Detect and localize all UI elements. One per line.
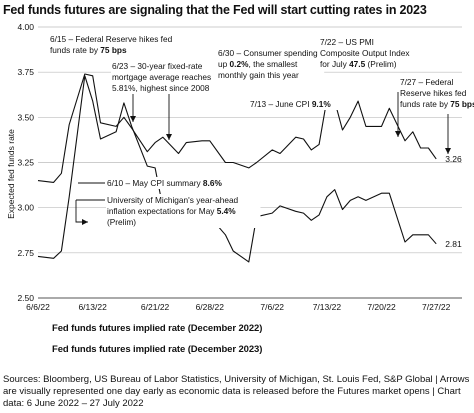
- annotation-background: [106, 194, 261, 228]
- x-tick-label: 7/13/22: [313, 302, 342, 312]
- annotation-text-run: 75 bps: [450, 99, 474, 109]
- source-line-2: are visually represented one day early a…: [3, 386, 461, 397]
- annotation-text-line: 6/23 – 30-year fixed-rate: [112, 61, 203, 71]
- annotation-text-run: Reserve hikes fed: [400, 88, 467, 98]
- annotation-background: [106, 177, 227, 189]
- annotation-arrowhead: [166, 134, 172, 140]
- x-tick-label: 6/6/22: [26, 302, 50, 312]
- legend-item-dec-2023: Fed funds futures implied rate (December…: [52, 344, 263, 355]
- annotation-arrowhead: [82, 219, 88, 225]
- series-layer: [37, 73, 437, 263]
- grid-layer: 2.50 2.75 3.00 3.25 3.50 3.75 4.00 6/6/22 6/13/2…: [17, 22, 462, 312]
- annotation-text-run: 8.6%: [203, 178, 223, 188]
- annotation-text-run: 5.4%: [217, 206, 237, 216]
- x-tick-label: 7/6/22: [260, 302, 284, 312]
- annotation-text-line: 5.81%, highest since 2008: [112, 83, 210, 93]
- annotation-arrowhead: [395, 131, 401, 137]
- annotation-text-run: (Prelim): [365, 59, 397, 69]
- annotation-text-line: Composite Output Index: [320, 48, 410, 58]
- annotation-text-run: funds rate by: [400, 99, 450, 109]
- annotation-text-run: 47.5: [349, 59, 366, 69]
- annotation-2022-06-24: University of Michigan's year-aheadinfla…: [106, 194, 261, 228]
- annotation-text-run: 5.81%, highest since 2008: [112, 83, 210, 93]
- annotation-text-run: , the smallest: [248, 59, 298, 69]
- annotation-text-line: (Prelim): [107, 217, 136, 227]
- annotation-text-run: 6/10 – May CPI summary: [107, 178, 203, 188]
- annotation-text-line: monthly gain this year: [218, 70, 299, 80]
- y-tick-label: 3.50: [17, 112, 34, 122]
- annotation-text-run: 6/23 – 30-year fixed-rate: [112, 61, 203, 71]
- annotation-text-run: up: [218, 59, 230, 69]
- series-end-label-2: 2.81: [445, 239, 462, 249]
- annotation-background: [111, 60, 223, 94]
- annotation-arrowhead: [130, 116, 136, 122]
- y-tick-label: 3.00: [17, 203, 34, 213]
- source-line-1: Sources: Bloomberg, US Bureau of Labor S…: [3, 374, 470, 385]
- annotation-text-line: 7/22 – US PMI: [320, 37, 374, 47]
- x-tick-label: 6/21/22: [141, 302, 170, 312]
- annotation-2022-06-10: 6/10 – May CPI summary 8.6%: [106, 177, 227, 189]
- chart-title: Fed funds futures are signaling that the…: [3, 3, 427, 17]
- x-tick-label: 7/27/22: [422, 302, 451, 312]
- annotation-text-run: 7/22 – US PMI: [320, 37, 374, 47]
- annotation-text-run: inflation expectations for May: [107, 206, 217, 216]
- annotation-text-run: funds rate by: [50, 45, 100, 55]
- annotation-text-line: 6/10 – May CPI summary 8.6%: [107, 178, 222, 188]
- line-chart: 2.50 2.75 3.00 3.25 3.50 3.75 4.00 6/6/22 6/13/2…: [6, 22, 474, 312]
- annotation-text-run: 9.1%: [312, 99, 332, 109]
- annotation-text-line: funds rate by 75 bps: [400, 99, 474, 109]
- y-tick-label: 2.50: [17, 293, 34, 303]
- annotation-text-line: 7/27 – Federal: [400, 77, 454, 87]
- annotation-text-run: for July: [320, 59, 349, 69]
- y-tick-label: 3.25: [17, 158, 34, 168]
- annotation-text-line: Reserve hikes fed: [400, 88, 467, 98]
- annotation-text-run: (Prelim): [107, 217, 136, 227]
- source-line-3: data: 6 June 2022 – 27 July 2022: [3, 398, 144, 409]
- annotation-background: [249, 98, 339, 110]
- annotation-connector: [75, 200, 88, 223]
- annotation-text-line: University of Michigan's year-ahead: [107, 195, 239, 205]
- annotation-text-run: 6/15 – Federal Reserve hikes fed: [50, 34, 173, 44]
- annotation-text-run: mortgage average reaches: [112, 72, 211, 82]
- annotation-text-line: up 0.2%, the smallest: [218, 59, 298, 69]
- annotation-text-line: inflation expectations for May 5.4%: [107, 206, 236, 216]
- x-tick-label: 6/28/22: [196, 302, 225, 312]
- annotation-text-line: for July 47.5 (Prelim): [320, 59, 397, 69]
- annotation-text-run: 6/30 – Consumer spending: [218, 48, 318, 58]
- x-tick-label: 6/13/22: [78, 302, 107, 312]
- label-layer: 3.26 2.81 6/15 – Federal Reserve hikes fed…: [50, 34, 474, 249]
- source-note: Sources: Bloomberg, US Bureau of Labor S…: [3, 374, 471, 410]
- y-axis-label: Expected fed funds rate: [6, 129, 16, 219]
- series-end-label-1: 3.26: [445, 154, 462, 164]
- annotation-arrowhead: [445, 148, 451, 154]
- annotation-text-run: 7/27 – Federal: [400, 77, 454, 87]
- series-line-2: [37, 75, 437, 263]
- annotation-text-line: mortgage average reaches: [112, 72, 211, 82]
- annotation-text-line: funds rate by 75 bps: [50, 45, 127, 55]
- annotation-background: [217, 47, 325, 81]
- annotation-text-run: 7/13 – June CPI: [250, 99, 312, 109]
- annotation-text-run: Composite Output Index: [320, 48, 410, 58]
- annotation-text-run: monthly gain this year: [218, 70, 299, 80]
- y-tick-label: 4.00: [17, 22, 34, 32]
- y-tick-label: 2.75: [17, 248, 34, 258]
- annotation-text-run: 0.2%: [230, 59, 250, 69]
- y-tick-label: 3.75: [17, 67, 34, 77]
- series-line-1: [37, 73, 437, 183]
- annotation-text-run: 75 bps: [100, 45, 127, 55]
- annotation-2022-07-13: 7/13 – June CPI 9.1%: [249, 98, 339, 110]
- x-tick-label: 7/20/22: [367, 302, 396, 312]
- annotation-text-line: 6/30 – Consumer spending: [218, 48, 318, 58]
- annotation-text-line: 7/13 – June CPI 9.1%: [250, 99, 331, 109]
- annotation-text-run: University of Michigan's year-ahead: [107, 195, 239, 205]
- legend-item-dec-2022: Fed funds futures implied rate (December…: [52, 323, 263, 334]
- annotation-text-line: 6/15 – Federal Reserve hikes fed: [50, 34, 173, 44]
